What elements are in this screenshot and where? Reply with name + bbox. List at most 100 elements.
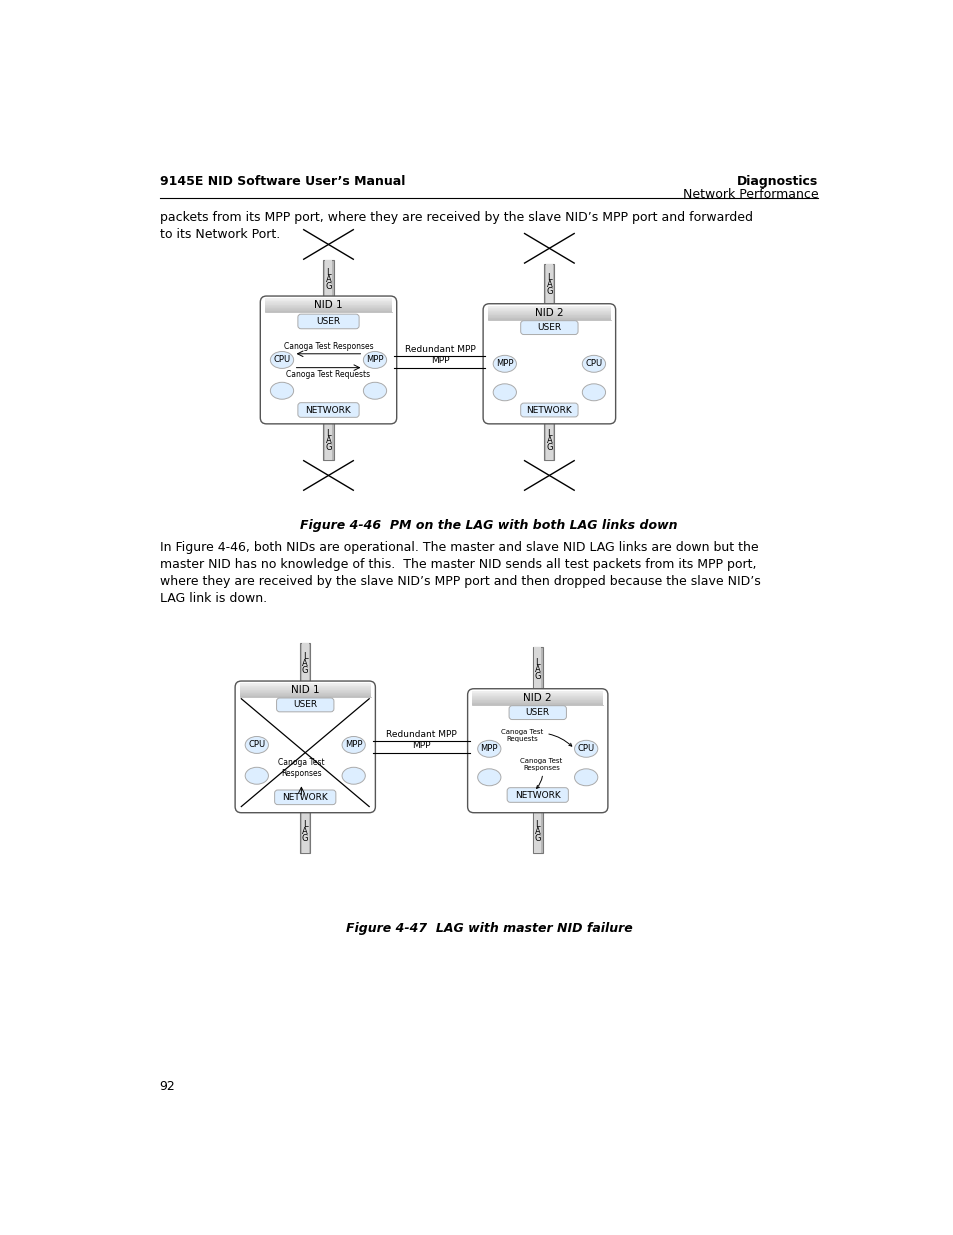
Bar bbox=[323, 259, 334, 299]
Text: CPU: CPU bbox=[585, 359, 602, 368]
Text: G: G bbox=[534, 834, 540, 844]
Text: Network Performance: Network Performance bbox=[682, 188, 818, 201]
Text: USER: USER bbox=[537, 324, 561, 332]
Text: G: G bbox=[545, 288, 552, 296]
Bar bbox=[301, 643, 309, 683]
Bar bbox=[325, 259, 332, 299]
Text: USER: USER bbox=[525, 708, 549, 718]
Text: A: A bbox=[302, 827, 308, 836]
Text: Canoga Test Responses: Canoga Test Responses bbox=[283, 342, 373, 351]
Bar bbox=[300, 810, 310, 852]
Text: NID 2: NID 2 bbox=[523, 693, 552, 703]
Text: USER: USER bbox=[316, 317, 340, 326]
Text: A: A bbox=[546, 436, 552, 446]
Ellipse shape bbox=[245, 767, 268, 784]
FancyBboxPatch shape bbox=[276, 698, 334, 711]
Ellipse shape bbox=[581, 356, 605, 372]
FancyBboxPatch shape bbox=[507, 788, 568, 803]
Text: NETWORK: NETWORK bbox=[282, 793, 328, 802]
Ellipse shape bbox=[270, 383, 294, 399]
FancyBboxPatch shape bbox=[520, 321, 578, 335]
Ellipse shape bbox=[581, 384, 605, 401]
Text: A: A bbox=[535, 664, 540, 673]
FancyBboxPatch shape bbox=[467, 689, 607, 813]
Bar bbox=[545, 421, 553, 461]
Text: MPP: MPP bbox=[345, 741, 362, 750]
Ellipse shape bbox=[574, 769, 598, 785]
Text: MPP: MPP bbox=[366, 356, 383, 364]
Text: Diagnostics: Diagnostics bbox=[737, 175, 818, 188]
Text: A: A bbox=[302, 658, 308, 668]
Text: MPP: MPP bbox=[496, 359, 513, 368]
Text: NID 2: NID 2 bbox=[535, 308, 563, 317]
Bar bbox=[544, 264, 554, 306]
Text: packets from its MPP port, where they are received by the slave NID’s MPP port a: packets from its MPP port, where they ar… bbox=[159, 211, 752, 241]
Text: Canoga Test
Requests: Canoga Test Requests bbox=[500, 729, 571, 746]
Text: 9145E NID Software User’s Manual: 9145E NID Software User’s Manual bbox=[159, 175, 404, 188]
Text: USER: USER bbox=[293, 700, 317, 709]
Text: L: L bbox=[546, 273, 551, 283]
Text: Figure 4-47  LAG with master NID failure: Figure 4-47 LAG with master NID failure bbox=[345, 923, 632, 935]
Text: Canoga Test
Responses: Canoga Test Responses bbox=[520, 758, 562, 788]
Text: MPP: MPP bbox=[430, 357, 449, 366]
Text: G: G bbox=[302, 834, 308, 844]
Text: MPP: MPP bbox=[412, 741, 431, 751]
FancyBboxPatch shape bbox=[520, 403, 578, 417]
Text: In Figure 4-46, both NIDs are operational. The master and slave NID LAG links ar: In Figure 4-46, both NIDs are operationa… bbox=[159, 541, 760, 605]
Text: L: L bbox=[303, 820, 307, 829]
Text: NID 1: NID 1 bbox=[291, 685, 319, 695]
Bar bbox=[532, 647, 542, 692]
Text: NID 1: NID 1 bbox=[314, 300, 342, 310]
Text: CPU: CPU bbox=[248, 741, 265, 750]
Ellipse shape bbox=[342, 736, 365, 753]
FancyBboxPatch shape bbox=[509, 705, 566, 720]
Bar bbox=[532, 810, 542, 852]
Text: L: L bbox=[303, 652, 307, 661]
Ellipse shape bbox=[493, 356, 516, 372]
Text: G: G bbox=[325, 282, 332, 290]
Ellipse shape bbox=[342, 767, 365, 784]
Text: Redundant MPP: Redundant MPP bbox=[404, 345, 475, 353]
Text: L: L bbox=[326, 268, 331, 277]
Bar bbox=[534, 810, 540, 852]
Bar bbox=[534, 647, 540, 692]
FancyBboxPatch shape bbox=[260, 296, 396, 424]
Ellipse shape bbox=[574, 740, 598, 757]
Text: Figure 4-46  PM on the LAG with both LAG links down: Figure 4-46 PM on the LAG with both LAG … bbox=[300, 520, 677, 532]
Text: G: G bbox=[325, 443, 332, 452]
Bar bbox=[323, 421, 334, 461]
Text: Canoga Test
Responses: Canoga Test Responses bbox=[277, 758, 324, 778]
Text: A: A bbox=[535, 827, 540, 836]
FancyBboxPatch shape bbox=[274, 790, 335, 805]
Text: G: G bbox=[534, 672, 540, 680]
Ellipse shape bbox=[493, 384, 516, 401]
Text: 92: 92 bbox=[159, 1079, 175, 1093]
Text: A: A bbox=[325, 436, 331, 446]
Text: A: A bbox=[325, 274, 331, 284]
Text: L: L bbox=[546, 430, 551, 438]
Bar bbox=[545, 264, 553, 306]
Text: L: L bbox=[326, 430, 331, 438]
Text: G: G bbox=[302, 666, 308, 674]
Bar bbox=[544, 421, 554, 461]
Ellipse shape bbox=[245, 736, 268, 753]
Bar bbox=[300, 643, 310, 683]
FancyBboxPatch shape bbox=[234, 680, 375, 813]
Ellipse shape bbox=[363, 383, 386, 399]
Text: G: G bbox=[545, 443, 552, 452]
Bar bbox=[301, 810, 309, 852]
Text: Canoga Test Requests: Canoga Test Requests bbox=[286, 370, 370, 379]
Ellipse shape bbox=[477, 769, 500, 785]
Text: NETWORK: NETWORK bbox=[515, 790, 560, 799]
Ellipse shape bbox=[477, 740, 500, 757]
Bar bbox=[325, 421, 332, 461]
Text: NETWORK: NETWORK bbox=[305, 405, 351, 415]
Text: CPU: CPU bbox=[274, 356, 291, 364]
Text: A: A bbox=[546, 280, 552, 289]
Ellipse shape bbox=[363, 352, 386, 368]
FancyBboxPatch shape bbox=[297, 314, 358, 329]
Text: L: L bbox=[535, 820, 539, 829]
FancyBboxPatch shape bbox=[482, 304, 615, 424]
Ellipse shape bbox=[270, 352, 294, 368]
Text: Redundant MPP: Redundant MPP bbox=[386, 730, 456, 739]
